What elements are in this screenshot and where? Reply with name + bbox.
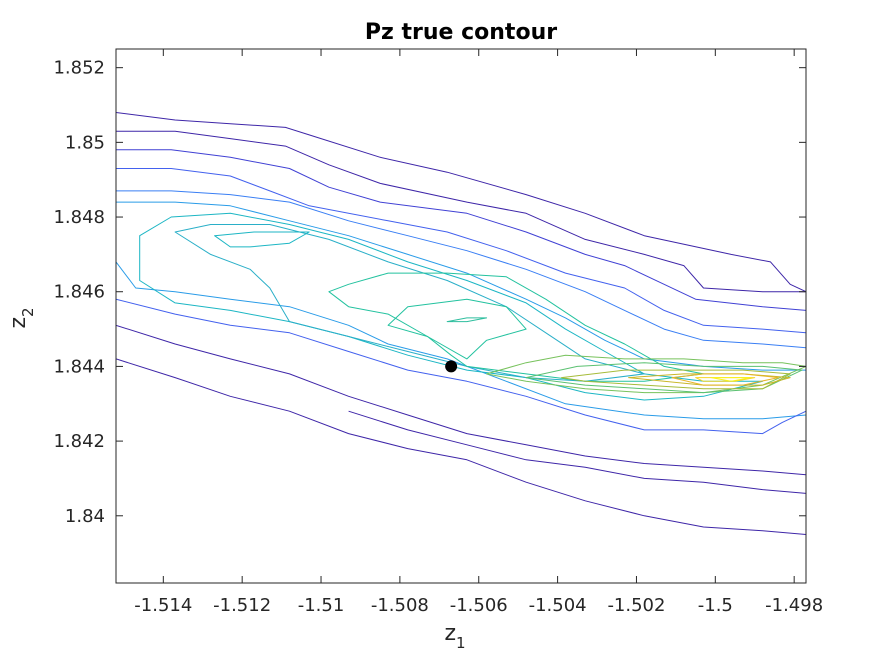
chart-title: Pz true contour [365,20,557,45]
plot-area [116,49,806,583]
y-tick-label: 1.85 [65,132,105,153]
marker-layer [445,360,458,373]
y-tick-label: 1.842 [53,431,105,452]
x-tick-label: -1.506 [450,595,508,616]
contour-line-0 [116,112,806,293]
y-tick-label: 1.848 [53,207,105,228]
plot-frame [115,48,807,584]
contour-line-8 [116,358,806,535]
contour-line-3 [116,168,806,334]
x-tick-label: -1.514 [134,595,192,616]
contour-line-4 [116,190,806,349]
y-axis-label: z2 [6,307,37,328]
contour-line-6 [116,298,806,435]
contour-line-14 [328,272,704,382]
contour-line-10 [116,201,806,371]
contour-line-9 [348,410,806,494]
y-tick-label: 1.846 [53,282,105,303]
contour-line-21 [671,373,779,386]
contour-line-16 [446,317,488,323]
marker-point [445,360,458,373]
y-tick-label: 1.844 [53,356,105,377]
contour-line-20 [628,373,791,386]
x-tick-label: -1.51 [298,595,345,616]
contour-line-23 [710,377,752,382]
contour-line-7 [116,324,806,476]
x-axis-ticks: -1.514 -1.512 -1.51 -1.508 -1.506 -1.504 -1.50… [134,49,823,616]
contour-lines [116,112,806,535]
x-tick-label: -1.504 [529,595,587,616]
contour-line-17 [486,354,806,394]
y-axis-ticks: 1.84 1.842 1.844 1.846 1.848 1.85 1.852 [53,58,806,527]
contour-line-13 [214,231,310,248]
x-tick-label: -1.502 [607,595,665,616]
x-tick-label: -1.512 [213,595,271,616]
x-tick-label: -1.5 [698,595,733,616]
x-tick-label: -1.508 [371,595,429,616]
y-tick-label: 1.84 [65,506,105,527]
x-axis-label: z1 [444,621,465,652]
contour-line-12 [174,224,645,382]
y-tick-label: 1.852 [53,58,105,79]
x-tick-label: -1.498 [765,595,823,616]
contour-line-1 [116,130,806,293]
contour-line-15 [387,298,527,360]
contour-line-18 [525,362,803,394]
contour-line-2 [116,149,806,311]
contour-line-5 [116,261,806,420]
